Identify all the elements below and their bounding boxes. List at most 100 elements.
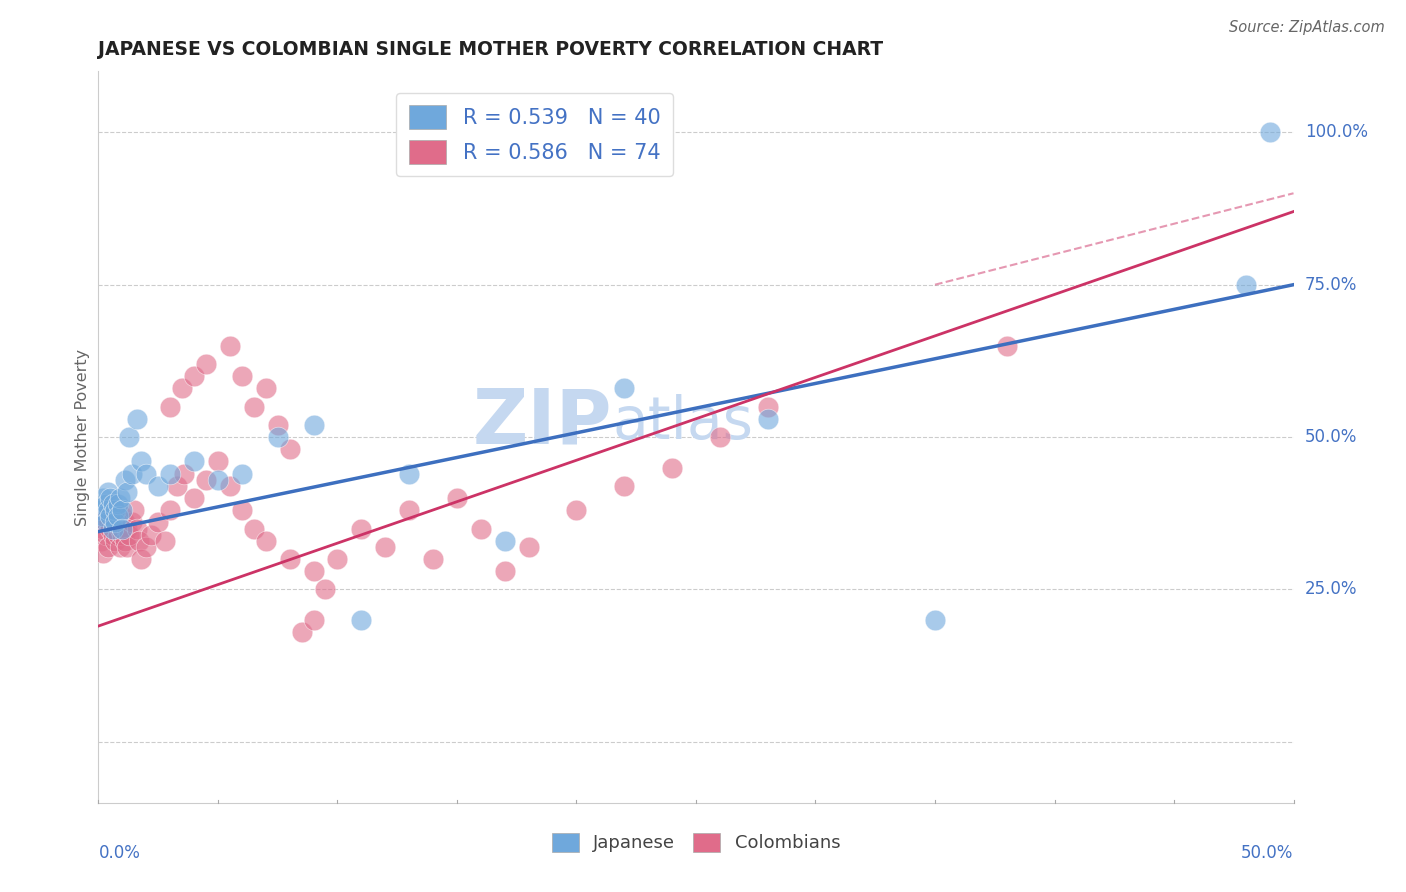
Point xyxy=(128,533,150,548)
Point xyxy=(661,460,683,475)
Point xyxy=(291,625,314,640)
Point xyxy=(267,430,290,444)
Point xyxy=(97,503,120,517)
Point xyxy=(125,521,148,535)
Point xyxy=(111,527,134,541)
Point xyxy=(195,473,218,487)
Point xyxy=(173,467,195,481)
Point xyxy=(315,582,337,597)
Point xyxy=(98,503,122,517)
Point xyxy=(104,516,127,530)
Text: Source: ZipAtlas.com: Source: ZipAtlas.com xyxy=(1229,20,1385,35)
Text: 75.0%: 75.0% xyxy=(1305,276,1357,293)
Point xyxy=(159,400,181,414)
Point xyxy=(124,503,146,517)
Point xyxy=(97,485,120,500)
Point xyxy=(613,479,636,493)
Point xyxy=(104,503,127,517)
Point xyxy=(302,564,325,578)
Point xyxy=(131,454,153,468)
Point xyxy=(118,430,141,444)
Point xyxy=(90,503,112,517)
Point xyxy=(115,521,138,535)
Point xyxy=(108,540,131,554)
Point xyxy=(1258,125,1281,139)
Point xyxy=(101,509,124,524)
Point xyxy=(183,454,205,468)
Point xyxy=(115,540,138,554)
Point xyxy=(94,509,117,524)
Point xyxy=(135,467,157,481)
Point xyxy=(91,546,114,560)
Point xyxy=(756,400,779,414)
Point xyxy=(135,540,157,554)
Point xyxy=(995,339,1018,353)
Point xyxy=(111,503,134,517)
Point xyxy=(90,533,112,548)
Point xyxy=(302,613,325,627)
Point xyxy=(97,540,120,554)
Point xyxy=(243,521,266,535)
Point xyxy=(494,533,516,548)
Point xyxy=(125,412,148,426)
Point xyxy=(139,527,162,541)
Point xyxy=(114,533,136,548)
Point xyxy=(108,491,131,505)
Point xyxy=(91,521,114,535)
Point xyxy=(172,381,194,395)
Point xyxy=(107,509,129,524)
Point xyxy=(565,503,588,517)
Point xyxy=(398,467,420,481)
Point xyxy=(114,473,136,487)
Point xyxy=(108,521,131,535)
Point xyxy=(94,516,117,530)
Point xyxy=(195,357,218,371)
Point xyxy=(470,521,492,535)
Point xyxy=(350,521,373,535)
Point xyxy=(98,521,122,535)
Point xyxy=(131,552,153,566)
Point xyxy=(517,540,540,554)
Point xyxy=(302,417,325,432)
Point xyxy=(148,479,170,493)
Text: 25.0%: 25.0% xyxy=(1305,581,1357,599)
Point xyxy=(613,381,636,395)
Point xyxy=(924,613,946,627)
Point xyxy=(326,552,349,566)
Point xyxy=(148,516,170,530)
Point xyxy=(446,491,468,505)
Point xyxy=(111,521,134,535)
Point xyxy=(91,509,114,524)
Point xyxy=(756,412,779,426)
Point xyxy=(101,497,124,511)
Point xyxy=(254,381,277,395)
Point xyxy=(94,497,117,511)
Point xyxy=(107,509,129,524)
Point xyxy=(159,503,181,517)
Point xyxy=(422,552,444,566)
Point xyxy=(101,527,124,541)
Point xyxy=(207,454,229,468)
Point xyxy=(243,400,266,414)
Point xyxy=(114,516,136,530)
Text: 50.0%: 50.0% xyxy=(1305,428,1357,446)
Point xyxy=(98,491,122,505)
Point xyxy=(118,527,141,541)
Point xyxy=(159,467,181,481)
Point xyxy=(166,479,188,493)
Text: 100.0%: 100.0% xyxy=(1305,123,1368,141)
Point xyxy=(155,533,177,548)
Point xyxy=(207,473,229,487)
Point xyxy=(107,527,129,541)
Point xyxy=(183,369,205,384)
Point xyxy=(183,491,205,505)
Point xyxy=(90,516,112,530)
Point xyxy=(254,533,277,548)
Point xyxy=(104,516,127,530)
Point xyxy=(231,503,253,517)
Point xyxy=(104,533,127,548)
Point xyxy=(231,369,253,384)
Text: 0.0%: 0.0% xyxy=(98,845,141,863)
Point xyxy=(278,442,301,457)
Text: 50.0%: 50.0% xyxy=(1241,845,1294,863)
